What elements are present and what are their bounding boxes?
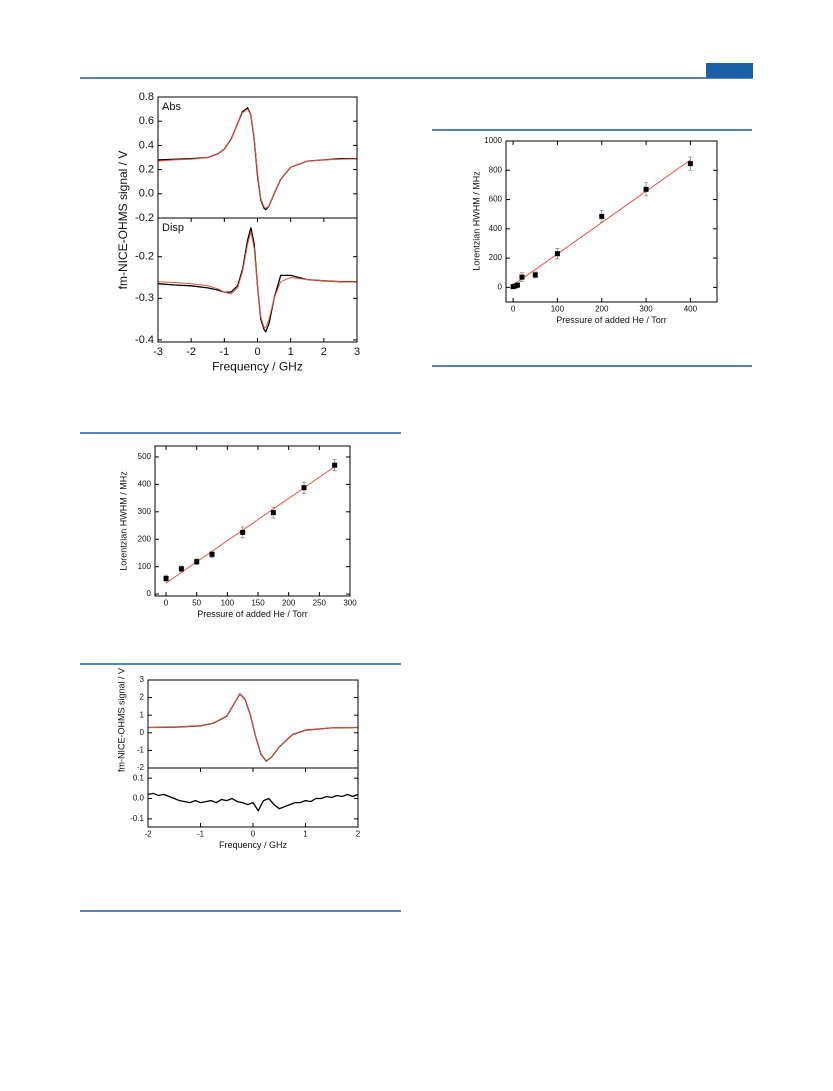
y-tick-label: 500 [138, 452, 152, 461]
data-point [515, 282, 521, 288]
plot-frame [157, 96, 358, 219]
x-tick-label: 150 [251, 598, 265, 607]
data-line [157, 106, 357, 211]
y-tick-label: 800 [489, 165, 503, 174]
y-tick-label: 400 [138, 480, 152, 489]
y-tick-label: -0.2 [135, 251, 154, 263]
plot-frame [147, 767, 359, 828]
x-tick-label: -3 [153, 346, 163, 358]
data-line [147, 693, 359, 762]
data-point [519, 274, 525, 280]
data-point [554, 251, 560, 257]
x-tick-label: 300 [343, 598, 357, 607]
data-point [194, 559, 200, 565]
y-tick-label: -0.3 [135, 292, 154, 304]
x-tick-label: -2 [144, 829, 152, 838]
x-axis-label: Pressure of added He / Torr [197, 609, 307, 619]
y-tick-label: 3 [140, 675, 145, 684]
data-point [332, 462, 338, 468]
data-line [147, 792, 359, 812]
x-tick-label: 1 [288, 346, 294, 358]
panel-annotation: Abs [162, 101, 181, 113]
x-tick-label: 50 [192, 598, 201, 607]
x-tick-label: 300 [639, 304, 653, 313]
x-tick-label: 0 [251, 829, 256, 838]
x-axis-label: Frequency / GHz [212, 359, 303, 373]
y-tick-label: 2 [140, 693, 145, 702]
panel-annotation: Disp [162, 222, 184, 234]
data-line [157, 231, 357, 328]
x-tick-label: -2 [186, 346, 196, 358]
y-tick-label: 300 [138, 507, 152, 516]
data-point [178, 566, 184, 572]
y-tick-label: -0.2 [135, 212, 154, 224]
y-tick-label: 0.1 [133, 773, 145, 782]
data-point [599, 213, 605, 219]
data-point [532, 272, 538, 278]
x-tick-label: 0 [254, 346, 260, 358]
data-line [157, 227, 357, 333]
data-line [157, 108, 358, 209]
y-tick-label: 100 [138, 562, 152, 571]
y-tick-label: 0.0 [139, 188, 154, 200]
x-tick-label: 200 [282, 598, 296, 607]
data-point [209, 551, 215, 557]
plot-frame [505, 140, 718, 303]
plot-frame [154, 445, 351, 597]
y-tick-label: 1000 [484, 136, 502, 145]
x-tick-label: 100 [551, 304, 565, 313]
x-tick-label: 100 [221, 598, 235, 607]
y-tick-label: 0.4 [139, 139, 154, 151]
x-tick-label: 0 [164, 598, 169, 607]
x-tick-label: -1 [197, 829, 205, 838]
x-tick-label: 250 [313, 598, 327, 607]
y-tick-label: 400 [489, 224, 503, 233]
plot-frame [157, 217, 358, 343]
y-axis-label: fm-NICE-OHMS signal / V [116, 151, 130, 290]
y-tick-label: -2 [137, 763, 145, 772]
y-tick-label: 0.2 [139, 164, 154, 176]
y-tick-label: 0.6 [139, 115, 154, 127]
header-tab [706, 63, 753, 78]
x-tick-label: 1 [303, 829, 308, 838]
x-tick-label: 200 [595, 304, 609, 313]
x-axis-label: Frequency / GHz [219, 840, 288, 850]
y-tick-label: -0.4 [135, 334, 154, 346]
data-point [687, 161, 693, 167]
y-axis-label: Lorentzian HWHM / MHz [118, 471, 128, 571]
y-tick-label: 200 [489, 253, 503, 262]
x-tick-label: 3 [354, 346, 360, 358]
y-tick-label: 0.8 [139, 91, 154, 103]
y-tick-label: 600 [489, 195, 503, 204]
x-axis-label: Pressure of added He / Torr [556, 315, 666, 325]
data-point [301, 485, 307, 491]
y-tick-label: 0 [498, 282, 503, 291]
y-tick-label: 0 [140, 728, 145, 737]
x-tick-label: -1 [219, 346, 229, 358]
x-tick-label: 2 [356, 829, 361, 838]
data-point [240, 529, 246, 535]
y-axis-label: fm-NICE-OHMS signal / V [116, 668, 126, 772]
y-tick-label: 0.0 [133, 794, 145, 803]
y-tick-label: 1 [140, 710, 145, 719]
data-point [270, 510, 276, 516]
y-tick-label: 200 [138, 534, 152, 543]
fit-line [165, 466, 335, 584]
data-point [643, 186, 649, 192]
x-tick-label: 2 [321, 346, 327, 358]
y-tick-label: -1 [137, 746, 145, 755]
x-tick-label: 400 [684, 304, 698, 313]
x-tick-label: 0 [511, 304, 516, 313]
y-tick-label: 0 [147, 589, 152, 598]
y-tick-label: -0.1 [130, 814, 144, 823]
data-point [163, 575, 169, 581]
y-axis-label: Lorentzian HWHM / MHz [471, 171, 481, 271]
